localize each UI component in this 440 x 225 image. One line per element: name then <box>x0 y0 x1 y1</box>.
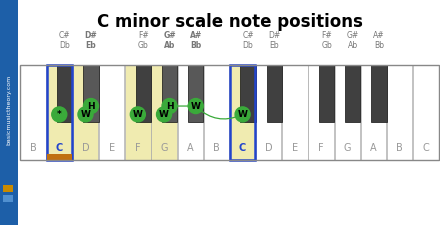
Bar <box>136 65 151 122</box>
Text: G: G <box>344 143 351 153</box>
Text: Ab: Ab <box>348 41 358 50</box>
Bar <box>57 65 72 122</box>
Text: E: E <box>109 143 115 153</box>
Bar <box>47 65 72 160</box>
Circle shape <box>162 99 177 114</box>
Circle shape <box>78 107 93 122</box>
Text: D#: D# <box>84 31 97 40</box>
Text: Db: Db <box>59 41 70 50</box>
Text: basicmusictheory.com: basicmusictheory.com <box>7 75 11 145</box>
Bar <box>0 0 18 225</box>
Bar <box>371 65 387 122</box>
Bar <box>20 65 46 160</box>
Bar <box>361 65 386 160</box>
Circle shape <box>188 99 203 114</box>
Text: H: H <box>166 101 173 110</box>
Text: D#: D# <box>268 31 280 40</box>
Text: F#: F# <box>321 31 332 40</box>
Text: H: H <box>87 101 95 110</box>
Text: Eb: Eb <box>269 41 279 50</box>
Text: C: C <box>239 143 246 153</box>
Bar <box>282 65 308 160</box>
Bar <box>413 65 439 160</box>
Bar <box>345 65 360 122</box>
Text: W: W <box>81 110 90 119</box>
Text: *: * <box>57 110 62 119</box>
Text: W: W <box>159 110 169 119</box>
Bar <box>83 65 99 122</box>
Bar <box>267 65 282 122</box>
Bar <box>308 65 334 160</box>
Circle shape <box>235 107 250 122</box>
Bar <box>188 65 203 122</box>
Text: Bb: Bb <box>190 41 202 50</box>
Text: A: A <box>187 143 194 153</box>
Bar <box>20 65 439 160</box>
Bar <box>151 65 177 160</box>
Bar <box>177 65 203 160</box>
Bar <box>99 65 125 160</box>
FancyArrowPatch shape <box>198 108 240 119</box>
Text: Gb: Gb <box>138 41 149 50</box>
Text: C: C <box>422 143 429 153</box>
Text: C#: C# <box>242 31 254 40</box>
Text: G#: G# <box>163 31 176 40</box>
Bar <box>73 65 98 160</box>
Bar <box>319 65 334 122</box>
Text: Db: Db <box>243 41 253 50</box>
Text: D: D <box>82 143 89 153</box>
Text: F: F <box>135 143 141 153</box>
Bar <box>47 65 72 160</box>
Text: B: B <box>30 143 37 153</box>
Text: D: D <box>265 143 273 153</box>
Text: A#: A# <box>190 31 202 40</box>
Bar <box>230 65 255 160</box>
Circle shape <box>157 107 172 122</box>
Circle shape <box>130 107 145 122</box>
Text: C minor scale note positions: C minor scale note positions <box>96 13 363 31</box>
Text: A#: A# <box>373 31 385 40</box>
Text: F: F <box>319 143 324 153</box>
Text: Gb: Gb <box>321 41 332 50</box>
Text: G#: G# <box>347 31 359 40</box>
Bar <box>125 65 150 160</box>
Text: W: W <box>238 110 248 119</box>
Circle shape <box>52 107 67 122</box>
Bar <box>162 65 177 122</box>
Bar <box>256 65 282 160</box>
Text: B: B <box>396 143 403 153</box>
Bar <box>387 65 412 160</box>
Text: G: G <box>160 143 168 153</box>
Circle shape <box>84 99 99 114</box>
Text: W: W <box>191 101 201 110</box>
Bar <box>335 65 360 160</box>
Bar <box>47 154 72 160</box>
Text: A: A <box>370 143 377 153</box>
Bar <box>241 65 256 122</box>
Bar <box>230 65 255 160</box>
Text: F#: F# <box>138 31 149 40</box>
Bar <box>204 65 229 160</box>
Text: W: W <box>133 110 143 119</box>
Text: Ab: Ab <box>164 41 175 50</box>
Text: C: C <box>55 143 63 153</box>
Bar <box>3 195 13 202</box>
Text: E: E <box>292 143 298 153</box>
Text: Eb: Eb <box>86 41 96 50</box>
Text: Bb: Bb <box>374 41 384 50</box>
Bar <box>3 185 13 192</box>
Text: C#: C# <box>59 31 70 40</box>
Text: B: B <box>213 143 220 153</box>
